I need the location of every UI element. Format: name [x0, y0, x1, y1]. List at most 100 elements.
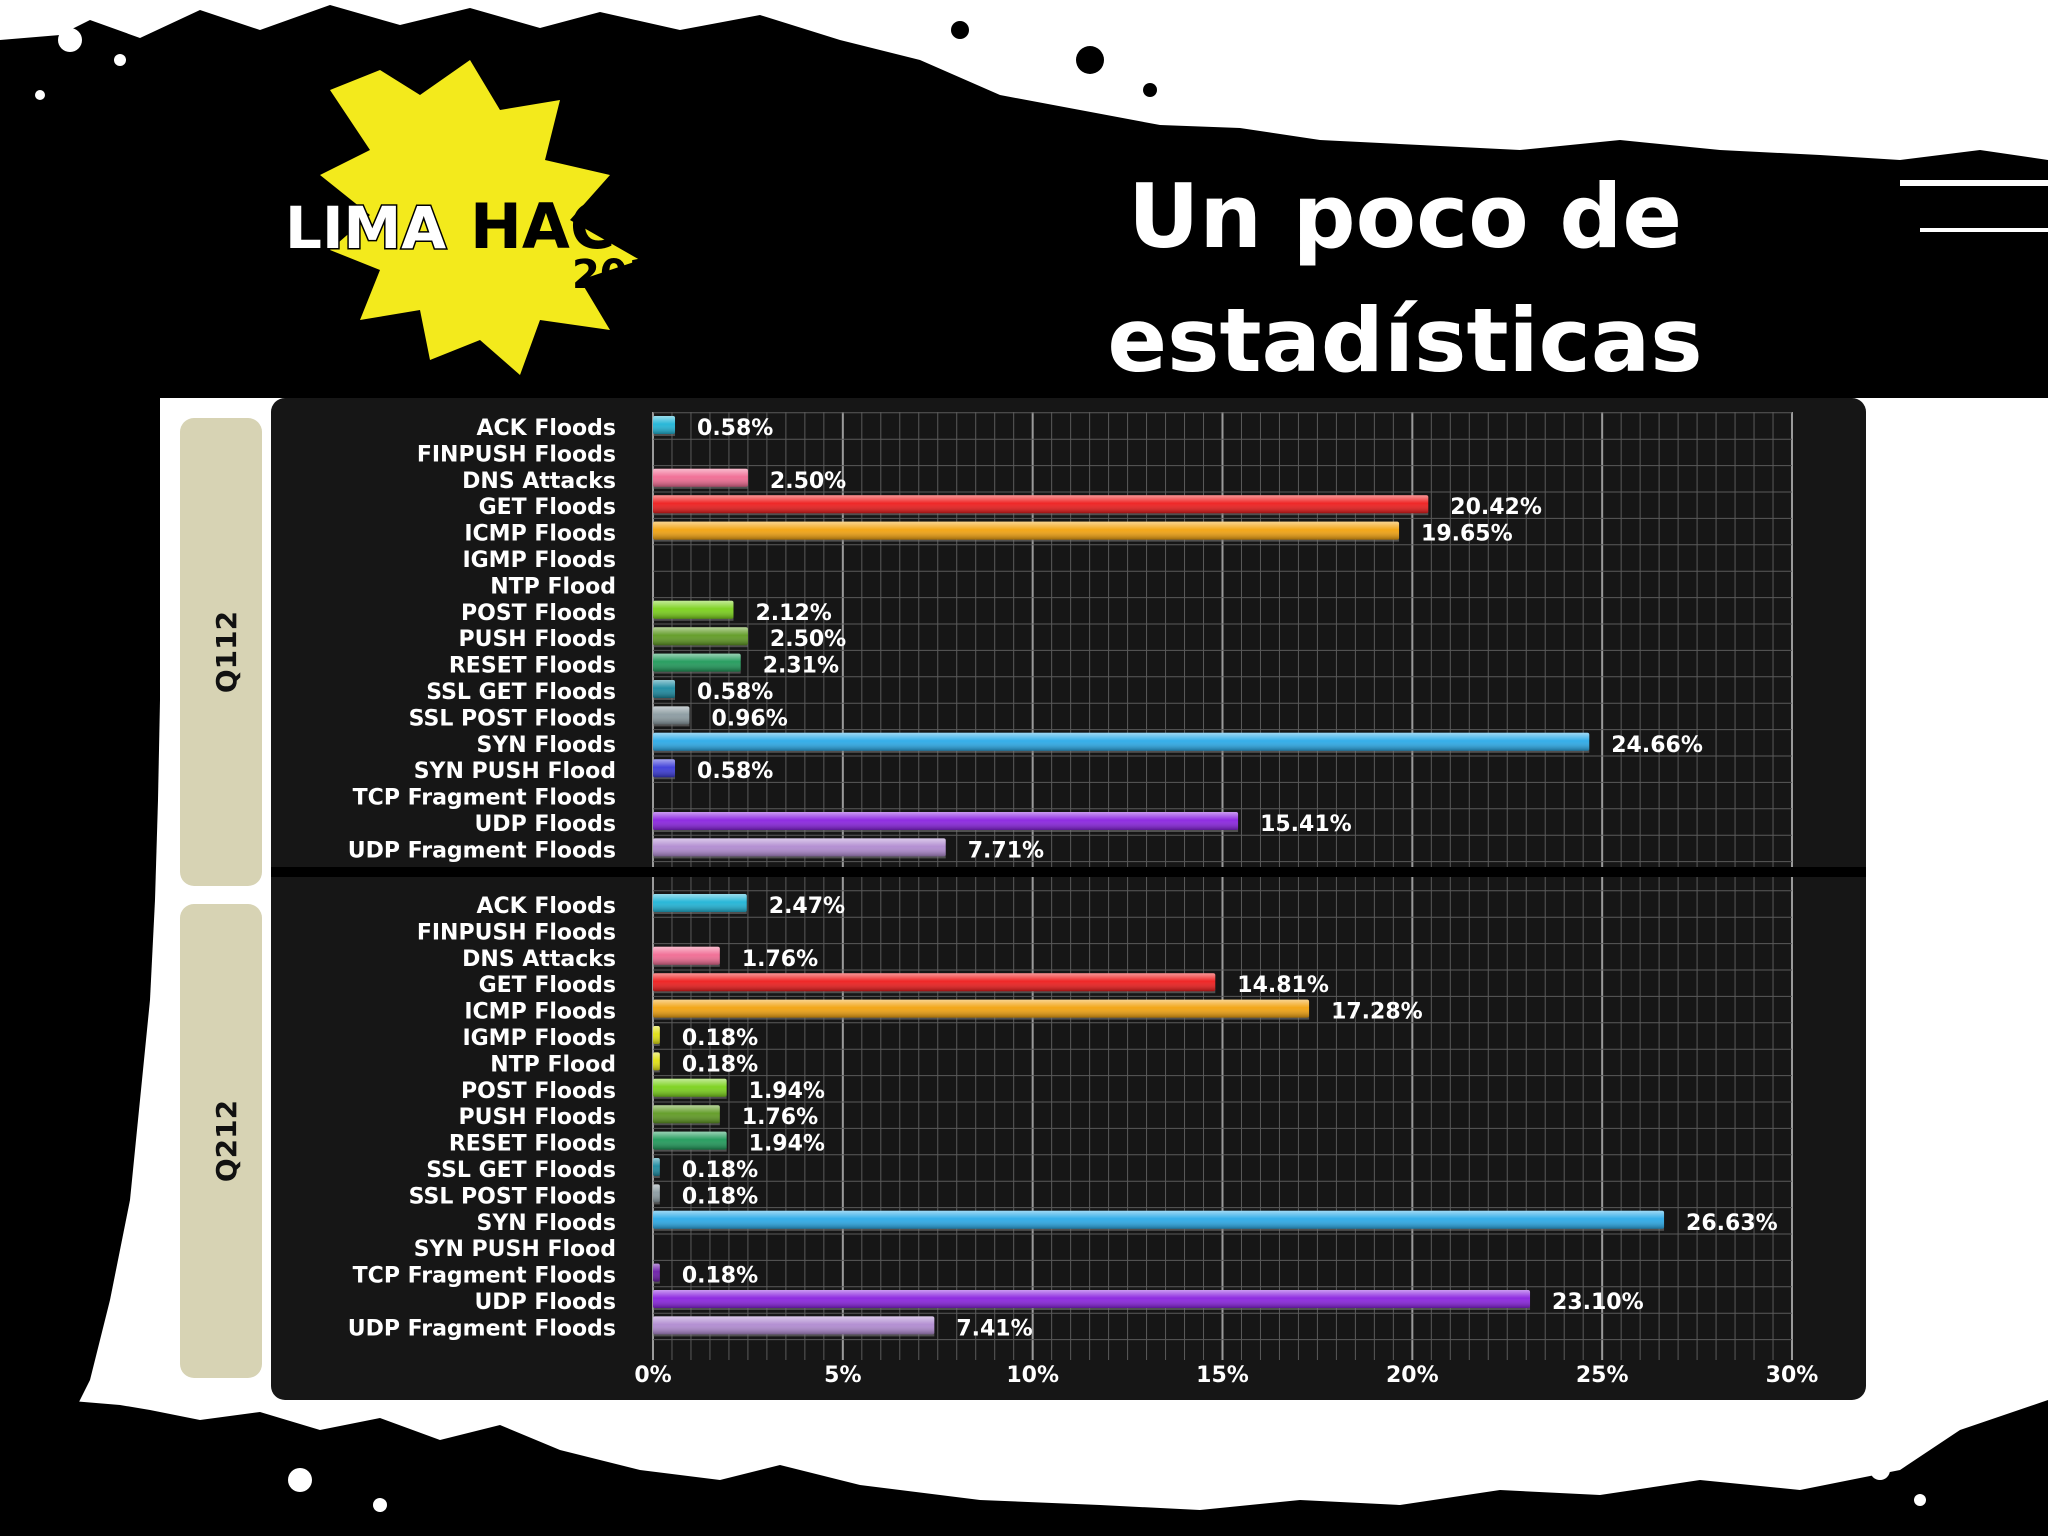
logo-word-hack: HACK — [470, 190, 665, 263]
data-label: 19.65% — [1421, 522, 1513, 547]
category-label: SSL POST Floods — [409, 706, 616, 731]
category-label: RESET Floods — [449, 1132, 616, 1157]
data-label: 1.76% — [742, 947, 818, 972]
group-label-0: Q112 — [210, 611, 243, 693]
category-label: SSL POST Floods — [409, 1184, 616, 1209]
category-label: DNS Attacks — [462, 469, 616, 494]
bar-highlight — [653, 1078, 727, 1097]
bar-highlight — [653, 627, 748, 646]
category-label: IGMP Floods — [462, 1026, 616, 1051]
data-label: 2.31% — [763, 654, 839, 679]
category-label: NTP Flood — [490, 574, 616, 599]
data-label: 2.47% — [769, 894, 845, 919]
data-label: 0.18% — [682, 1026, 758, 1051]
category-label: UDP Floods — [474, 1290, 616, 1315]
x-tick-label: 15% — [1196, 1363, 1249, 1388]
bar-highlight — [653, 1105, 720, 1124]
x-tick-label: 5% — [824, 1363, 861, 1388]
bar-shadow — [653, 722, 690, 727]
category-label: UDP Floods — [474, 812, 616, 837]
category-label: ACK Floods — [476, 416, 616, 441]
category-label: DNS Attacks — [462, 947, 616, 972]
bar-highlight — [653, 706, 690, 725]
bar-highlight — [653, 1158, 660, 1176]
bar-highlight — [653, 1052, 660, 1071]
category-label: GET Floods — [479, 973, 616, 998]
bar-shadow — [653, 643, 748, 648]
bar-highlight — [653, 838, 946, 857]
category-label: POST Floods — [461, 601, 616, 626]
bar-shadow — [653, 1226, 1665, 1231]
data-label: 7.41% — [956, 1316, 1032, 1341]
bar-highlight — [653, 1316, 935, 1335]
group-tab-1 — [180, 904, 262, 1378]
bar-shadow — [653, 1094, 727, 1099]
bar-shadow — [653, 854, 946, 859]
bar-highlight — [653, 495, 1429, 514]
category-label: NTP Flood — [490, 1052, 616, 1077]
data-label: 1.94% — [749, 1079, 825, 1104]
bar-shadow — [653, 511, 1429, 516]
data-label: 0.18% — [682, 1158, 758, 1183]
bar-highlight — [653, 894, 747, 912]
data-label: 0.18% — [682, 1184, 758, 1209]
category-label: SSL GET Floods — [426, 1158, 616, 1183]
x-tick-label: 0% — [634, 1363, 671, 1388]
bar-highlight — [653, 759, 676, 778]
category-label: ICMP Floods — [464, 522, 616, 547]
bar-highlight — [653, 521, 1400, 540]
slide-title: Un poco de estadísticas — [1000, 155, 1810, 403]
category-label: FINPUSH Floods — [417, 920, 616, 945]
data-label: 20.42% — [1450, 495, 1542, 520]
data-label: 23.10% — [1552, 1290, 1644, 1315]
data-label: 0.58% — [697, 680, 773, 705]
bar-highlight — [653, 1290, 1531, 1308]
data-label: 2.50% — [770, 469, 846, 494]
data-label: 26.63% — [1686, 1211, 1778, 1236]
bar-highlight — [653, 946, 720, 965]
slide-title-line-1: Un poco de — [1127, 165, 1683, 268]
category-label: TCP Fragment Floods — [353, 1264, 616, 1289]
bar-highlight — [653, 680, 676, 698]
category-label: ACK Floods — [476, 894, 616, 919]
ink-splatter-left — [0, 398, 160, 1420]
category-label: SYN PUSH Flood — [414, 759, 616, 784]
category-label: UDP Fragment Floods — [348, 838, 616, 863]
bar-highlight — [653, 973, 1216, 992]
bar-highlight — [653, 653, 741, 672]
ink-splatter-bottom — [0, 1395, 2048, 1536]
data-label: 0.18% — [682, 1264, 758, 1289]
bar-highlight — [653, 1263, 660, 1282]
data-label: 15.41% — [1260, 812, 1352, 837]
slide-title-line-2: estadísticas — [1107, 289, 1703, 392]
limahack-logo: LIMA HACK 2012 — [284, 60, 683, 375]
data-label: 7.71% — [968, 838, 1044, 863]
bar-highlight — [653, 1210, 1665, 1229]
data-label: 14.81% — [1237, 973, 1329, 998]
bar-highlight — [653, 999, 1310, 1018]
x-tick-label: 25% — [1576, 1363, 1629, 1388]
x-tick-label: 30% — [1766, 1363, 1819, 1388]
bar-highlight — [653, 1131, 727, 1150]
group-label-1: Q212 — [210, 1100, 243, 1182]
bar-highlight — [653, 1026, 660, 1044]
bar-highlight — [653, 732, 1590, 751]
data-label: 24.66% — [1611, 733, 1703, 758]
category-label: SYN Floods — [477, 733, 617, 758]
category-label: ICMP Floods — [464, 1000, 616, 1025]
category-label: POST Floods — [461, 1079, 616, 1104]
data-label: 17.28% — [1331, 1000, 1423, 1025]
data-label: 2.50% — [770, 627, 846, 652]
data-label: 0.58% — [697, 759, 773, 784]
x-tick-label: 10% — [1006, 1363, 1059, 1388]
bar-highlight — [653, 416, 676, 434]
group-tab-0 — [180, 418, 262, 886]
bar-highlight — [653, 600, 734, 619]
bar-highlight — [653, 1184, 660, 1203]
data-label: 2.12% — [755, 601, 831, 626]
category-label: PUSH Floods — [458, 1105, 616, 1130]
data-label: 0.58% — [697, 416, 773, 441]
logo-year: 2012 — [572, 252, 683, 298]
